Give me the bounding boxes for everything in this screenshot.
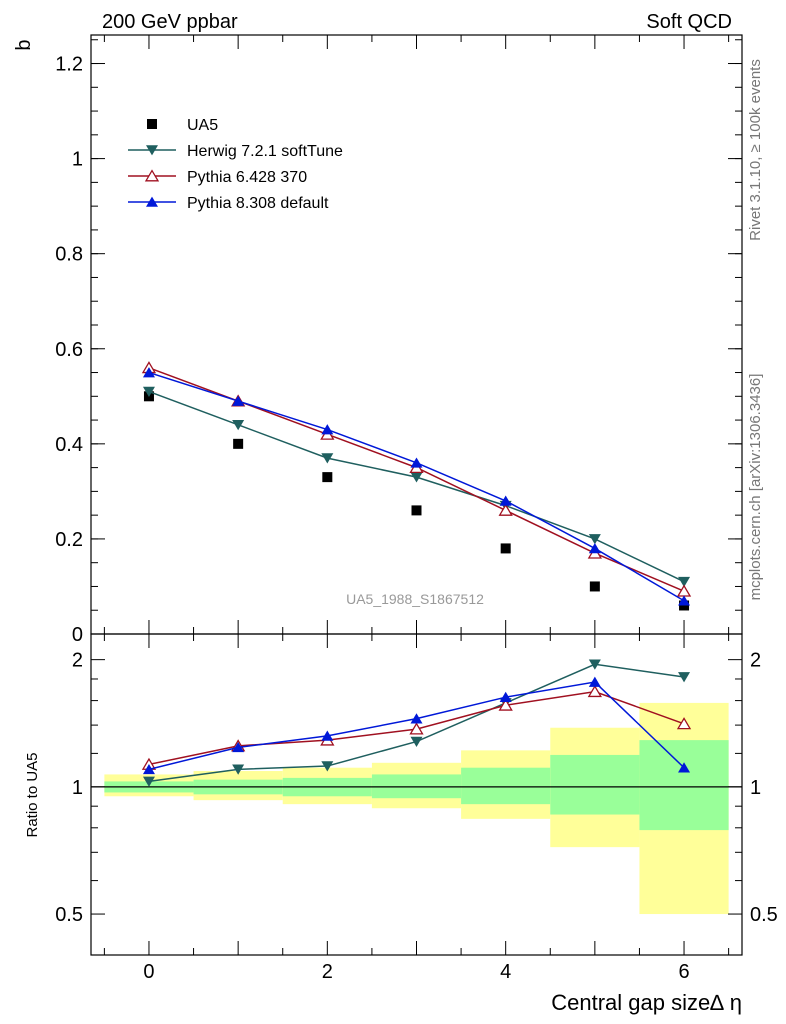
main-point-herwig xyxy=(588,534,601,545)
main-point-pythia8 xyxy=(678,595,691,606)
y-tick-label: 0.4 xyxy=(55,434,83,456)
x-tick-label: 0 xyxy=(143,961,154,983)
main-point-pythia8 xyxy=(232,395,245,406)
main-point-herwig xyxy=(678,576,691,588)
legend-marker-data xyxy=(147,119,157,129)
main-point-herwig xyxy=(321,453,334,464)
ratio-point-herwig xyxy=(321,761,334,772)
y-tick-label: 1.2 xyxy=(55,54,83,76)
ratio-point-pythia8 xyxy=(499,691,512,702)
main-point-herwig xyxy=(232,420,245,431)
legend-label: Herwig 7.2.1 softTune xyxy=(187,143,343,160)
y-tick-label-right: 1 xyxy=(750,777,761,799)
main-y-axis-label: b xyxy=(13,39,35,50)
ratio-point-herwig xyxy=(142,776,155,787)
header-left-title: 200 GeV ppbar xyxy=(102,11,238,33)
uncertainty-bands xyxy=(91,702,742,915)
ratio-point-pythia8 xyxy=(142,763,155,775)
ratio-panel: 0.5 0.5 1 1 2 2 0 2 4 6 xyxy=(55,633,778,983)
ratio-point-pythia8 xyxy=(678,762,691,773)
y-tick-label: 1 xyxy=(72,149,83,171)
main-panel: UA5_1988_S1867512 UA5 Herwig 7.2.1 softTu… xyxy=(55,34,743,646)
main-point-data xyxy=(233,438,244,449)
y-tick-label: 0.2 xyxy=(55,529,83,551)
ratio-point-pythia6 xyxy=(498,698,513,711)
band-green xyxy=(550,754,640,815)
main-point-data xyxy=(411,505,422,516)
rivet-label: Rivet 3.1.10, ≥ 100k events xyxy=(747,59,764,241)
ratio-point-pythia8 xyxy=(321,730,334,741)
ratio-point-pythia6 xyxy=(676,717,692,730)
ratio-point-herwig xyxy=(410,736,423,747)
ratio-point-herwig xyxy=(588,659,601,670)
y-tick-label: 0.5 xyxy=(55,904,83,926)
main-series-pythia8 xyxy=(142,367,691,606)
legend-label: Pythia 8.308 default xyxy=(187,195,329,212)
main-point-data xyxy=(589,581,600,592)
y-tick-label: 0.6 xyxy=(55,339,83,361)
y-tick-label-right: 0.5 xyxy=(750,904,778,926)
main-point-pythia8 xyxy=(499,495,512,506)
x-tick-label: 4 xyxy=(500,961,511,983)
ratio-point-pythia8 xyxy=(588,676,601,687)
analysis-watermark: UA5_1988_S1867512 xyxy=(346,591,484,607)
main-point-pythia8 xyxy=(410,457,423,468)
x-tick-label: 2 xyxy=(322,961,333,983)
legend-item-herwig: Herwig 7.2.1 softTune xyxy=(128,143,343,160)
main-point-herwig xyxy=(410,472,423,483)
band-green xyxy=(639,740,729,831)
main-point-pythia6 xyxy=(676,584,692,597)
main-point-pythia6 xyxy=(498,503,513,516)
ratio-point-pythia8 xyxy=(232,741,245,753)
legend: UA5 Herwig 7.2.1 softTune Pythia 6.428 370… xyxy=(128,117,343,212)
main-point-data xyxy=(500,543,511,554)
ratio-point-herwig xyxy=(678,672,691,683)
ratio-series-herwig xyxy=(142,659,691,787)
ratio-point-pythia6 xyxy=(587,684,602,698)
legend-item-pythia8: Pythia 8.308 default xyxy=(128,195,329,212)
ratio-y-axis-label: Ratio to UA5 xyxy=(24,752,41,837)
mcplots-label: mcplots.cern.ch [arXiv:1306.3436] xyxy=(747,374,764,601)
ratio-point-pythia6 xyxy=(409,722,424,735)
legend-item-data: UA5 xyxy=(147,117,218,134)
y-tick-label: 0 xyxy=(72,624,83,646)
legend-marker-herwig xyxy=(146,145,158,156)
y-tick-label: 2 xyxy=(72,650,83,672)
main-point-pythia8 xyxy=(142,367,155,378)
legend-label: Pythia 6.428 370 xyxy=(187,169,307,186)
legend-marker-pythia8 xyxy=(146,196,158,207)
legend-label: UA5 xyxy=(187,117,218,134)
y-tick-label-right: 2 xyxy=(750,650,761,672)
main-line-pythia8 xyxy=(148,371,685,602)
y-tick-label: 0.8 xyxy=(55,244,83,266)
ratio-point-pythia8 xyxy=(410,713,423,724)
x-axis-label: Central gap size∆ η xyxy=(551,990,742,1015)
main-point-herwig xyxy=(142,386,155,397)
main-series-herwig xyxy=(142,386,691,588)
header-right-title: Soft QCD xyxy=(646,11,732,33)
main-point-data xyxy=(322,472,333,483)
legend-marker-pythia6 xyxy=(144,169,160,182)
legend-item-pythia6: Pythia 6.428 370 xyxy=(128,169,307,186)
band-green xyxy=(461,767,551,805)
main-series-data xyxy=(143,391,690,611)
x-tick-label: 6 xyxy=(678,961,689,983)
main-point-pythia8 xyxy=(588,543,601,554)
y-tick-label: 1 xyxy=(72,777,83,799)
main-point-pythia8 xyxy=(321,424,334,435)
ratio-series-pythia8 xyxy=(142,676,691,775)
ratio-point-herwig xyxy=(232,764,245,775)
